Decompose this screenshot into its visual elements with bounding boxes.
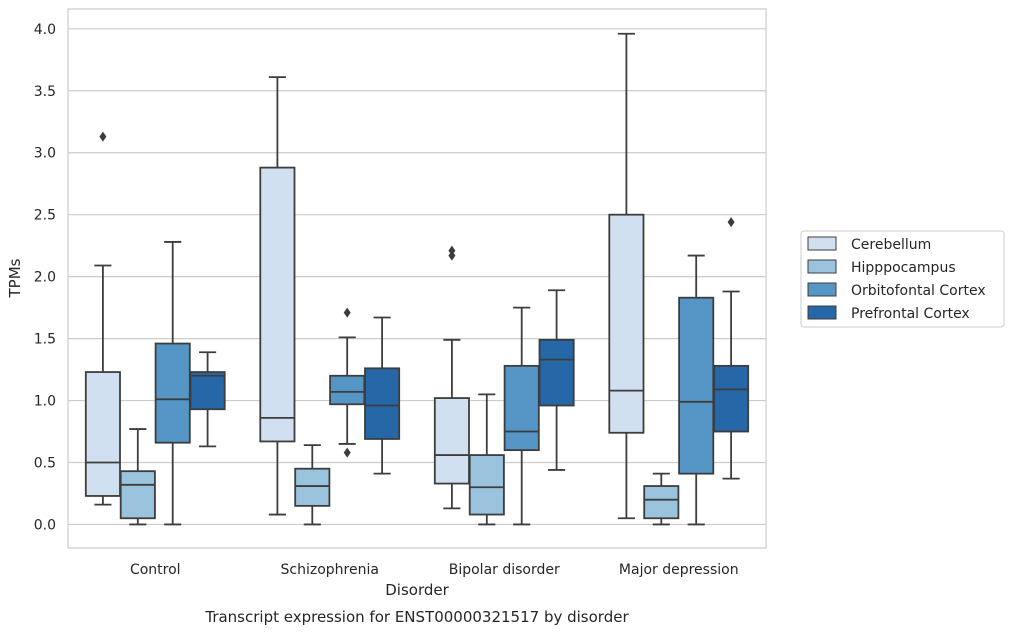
box-body	[364, 367, 401, 440]
box-prefrontal-cortex-bipolar-disorder	[538, 289, 575, 471]
x-tick-labels: Control Schizophrenia Bipolar disorder Majo…	[130, 562, 739, 578]
box-cerebellum-control	[84, 131, 121, 506]
chart-caption: Transcript expression for ENST0000032151…	[204, 608, 629, 626]
legend-item-prefrontal-cortex: Prefrontal Cortex	[807, 305, 970, 322]
box-orbitofontal-cortex-bipolar-disorder	[503, 306, 540, 526]
box-hipppocampus-control	[119, 428, 156, 526]
outlier-0	[727, 217, 735, 228]
outlier-1	[343, 307, 351, 318]
y-tick-label-6: 3.0	[34, 146, 56, 162]
box-cerebellum-major-depression	[608, 32, 645, 520]
y-tick-label-1: 0.5	[34, 456, 56, 472]
legend-item-cerebellum: Cerebellum	[807, 236, 931, 253]
legend-label: Prefrontal Cortex	[851, 306, 970, 322]
legend: Cerebellum Hipppocampus Orbitofontal Corte…	[800, 230, 1005, 328]
outlier-1	[448, 245, 456, 256]
box-body	[259, 166, 296, 443]
box-cerebellum-bipolar-disorder	[433, 245, 470, 510]
box-body	[468, 454, 505, 516]
box-hipppocampus-schizophrenia	[294, 444, 331, 526]
box-body	[119, 470, 156, 520]
box-body	[678, 296, 715, 475]
legend-swatch	[807, 259, 837, 274]
y-axis-label: TPMs	[6, 258, 24, 298]
box-hipppocampus-bipolar-disorder	[468, 393, 505, 526]
y-tick-label-0: 0.0	[34, 517, 56, 533]
box-body	[433, 397, 470, 485]
x-tick-label-major-depression: Major depression	[619, 562, 739, 578]
legend-label: Orbitofontal Cortex	[851, 283, 986, 299]
x-tick-label-control: Control	[130, 562, 181, 578]
box-body	[608, 213, 645, 434]
legend-swatch	[807, 305, 837, 320]
box-body	[538, 338, 575, 407]
outlier-0	[343, 447, 351, 458]
box-prefrontal-cortex-schizophrenia	[364, 316, 401, 475]
plot-frame	[67, 8, 767, 549]
legend-label: Hipppocampus	[851, 260, 956, 276]
y-tick-label-7: 3.5	[34, 84, 56, 100]
legend-swatch	[807, 236, 837, 251]
boxes	[84, 32, 750, 526]
legend-item-orbitofontal-cortex: Orbitofontal Cortex	[807, 282, 986, 299]
x-tick-label-bipolar-disorder: Bipolar disorder	[449, 562, 560, 578]
outlier-0	[99, 131, 107, 142]
box-body	[154, 342, 191, 444]
box-prefrontal-cortex-major-depression	[713, 217, 750, 480]
box-body	[84, 371, 121, 497]
box-prefrontal-cortex-control	[189, 351, 226, 448]
legend-frame	[800, 230, 1005, 328]
box-body	[713, 364, 750, 433]
box-body	[503, 364, 540, 452]
legend-label: Cerebellum	[851, 237, 931, 253]
box-orbitofontal-cortex-schizophrenia	[329, 307, 366, 458]
x-axis-label: Disorder	[385, 581, 449, 599]
y-tick-label-2: 1.0	[34, 394, 56, 410]
legend-swatch	[807, 282, 837, 297]
y-tick-labels: 0.0 0.5 1.0 1.5 2.0 2.5 3.0 3.5 4.0	[34, 22, 56, 534]
box-cerebellum-schizophrenia	[259, 76, 296, 516]
box-body	[643, 485, 680, 520]
y-tick-label-3: 1.5	[34, 332, 56, 348]
legend-item-hipppocampus: Hipppocampus	[807, 259, 956, 276]
box-orbitofontal-cortex-major-depression	[678, 254, 715, 526]
box-orbitofontal-cortex-control	[154, 241, 191, 526]
box-body	[294, 467, 331, 507]
y-tick-label-5: 2.5	[34, 208, 56, 224]
x-tick-label-schizophrenia: Schizophrenia	[281, 562, 379, 578]
box-body	[329, 374, 366, 406]
box-hipppocampus-major-depression	[643, 472, 680, 526]
y-tick-label-8: 4.0	[34, 22, 56, 38]
y-tick-label-4: 2.0	[34, 270, 56, 286]
box-body	[189, 371, 226, 411]
